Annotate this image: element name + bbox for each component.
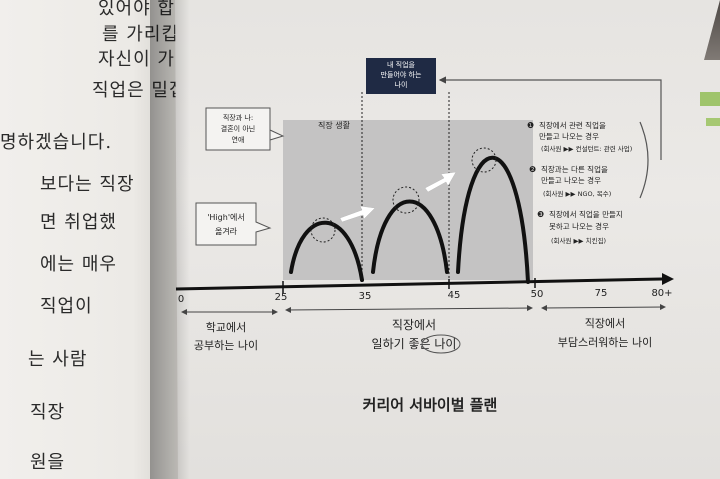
book-gutter-shadow <box>150 0 190 479</box>
peak-marker-3 <box>471 147 497 173</box>
period-label: 직장에서 <box>585 317 625 330</box>
period-label: 직장에서 <box>392 318 436 332</box>
option-line: 직장에서 관련 직업을 <box>539 120 606 130</box>
career-arc-3 <box>456 155 530 284</box>
marriage-callout-line: 직장과 나: <box>223 113 253 122</box>
marriage-callout-line: 결혼이 아닌 <box>221 124 255 133</box>
options-bracket <box>639 121 649 199</box>
exit-option-1: ❶ 직장에서 관련 직업을 만들고 나오는 경우 (회사원 ▶▶ 컨설턴트: 관… <box>527 120 632 153</box>
axis-tick-label: 50 <box>531 289 544 300</box>
left-page-line: 직업은 밀접한 <box>92 80 205 101</box>
career-arc-2 <box>371 199 449 274</box>
high-callout <box>195 202 272 246</box>
period-label: 공부하는 나이 <box>194 338 258 352</box>
background-green-strip-2 <box>706 118 720 126</box>
option-number: ❶ <box>527 121 534 130</box>
axis-tick-label: 45 <box>448 290 461 301</box>
period-label: 학교에서 <box>206 321 246 334</box>
move-arrow-1 <box>339 205 376 223</box>
option-number: ❸ <box>537 210 544 219</box>
left-page-line: 보다는 직장 <box>40 174 135 195</box>
axis-tick-label: 35 <box>359 291 372 302</box>
left-page-line: 있어야 합이기 <box>98 0 178 19</box>
left-page-line: 명하겠습니다. <box>0 132 113 153</box>
left-page-line: 를 가리킵니다. <box>102 24 178 45</box>
left-page-line: 자신이 가진 기술 <box>98 49 178 70</box>
option-line: 못하고 나오는 경우 <box>549 221 609 231</box>
left-page-line: 직장 <box>30 402 66 423</box>
option-line: 만들고 나오는 경우 <box>539 131 599 141</box>
decision-age-line: 나이 <box>395 80 408 89</box>
option-note: (회사원 ▶▶ 컨설턴트: 관련 사업) <box>541 144 632 153</box>
left-page-line: 면 취업했 <box>40 212 117 233</box>
background-green-strip <box>700 92 720 106</box>
exit-option-2: ❷ 직장과는 다른 직업을 만들고 나오는 경우 (회사원 ▶▶ NGO, 목수… <box>529 164 611 198</box>
option-number: ❷ <box>529 165 536 174</box>
option-line: 직장에서 직업을 만들지 <box>549 209 623 219</box>
axis-tick-label: 25 <box>275 292 288 303</box>
marriage-callout <box>205 107 285 151</box>
axis-tick-label: 80+ <box>651 288 672 299</box>
age-axis <box>175 277 663 291</box>
period-label: 부담스러워하는 나이 <box>558 335 653 349</box>
option-note: (회사원 ▶▶ 치킨집) <box>551 236 606 245</box>
career-arc-1 <box>289 220 364 282</box>
option-line: 직장과는 다른 직업을 <box>541 164 608 174</box>
return-arrow <box>438 76 662 160</box>
peak-marker-1 <box>310 217 336 243</box>
axis-tick-label: 75 <box>595 288 608 299</box>
diagram-caption: 커리어 서바이벌 플랜 <box>363 396 498 414</box>
marriage-callout-line: 연애 <box>232 135 245 144</box>
axis-tick-label: 0 <box>178 294 184 305</box>
decision-age-box <box>366 58 436 94</box>
decision-age-line: 내 직업을 <box>387 60 416 69</box>
move-arrow-2 <box>424 171 457 193</box>
pencil-circle-mark <box>421 334 461 354</box>
age-axis-arrowhead <box>662 273 674 285</box>
peak-marker-2 <box>392 186 420 214</box>
high-callout-line: 'High'에서 <box>207 213 245 222</box>
work-life-label: 직장 생활 <box>318 120 351 130</box>
left-page-line: 직업이 <box>40 296 93 317</box>
period-label: 일하기 좋은 나이 <box>372 337 457 351</box>
left-page: 있어야 합이기 를 가리킵니다. 자신이 가진 기술 직업은 밀접한 명하겠습니… <box>0 0 178 479</box>
left-page-line: 는 사람 <box>28 349 88 370</box>
decision-age-line: 만들어야 하는 <box>381 70 422 79</box>
axis-tick-marks <box>282 278 536 293</box>
left-page-line: 원을 <box>30 452 66 473</box>
option-note: (회사원 ▶▶ NGO, 목수) <box>543 189 611 198</box>
exit-option-3: ❸ 직장에서 직업을 만들지 못하고 나오는 경우 (회사원 ▶▶ 치킨집) <box>537 209 623 245</box>
period-range-work <box>285 305 533 313</box>
left-page-line: 에는 매우 <box>40 254 117 275</box>
option-line: 만들고 나오는 경우 <box>541 175 601 185</box>
high-callout-line: 옮겨라 <box>215 227 238 236</box>
period-range-burden <box>541 304 666 311</box>
